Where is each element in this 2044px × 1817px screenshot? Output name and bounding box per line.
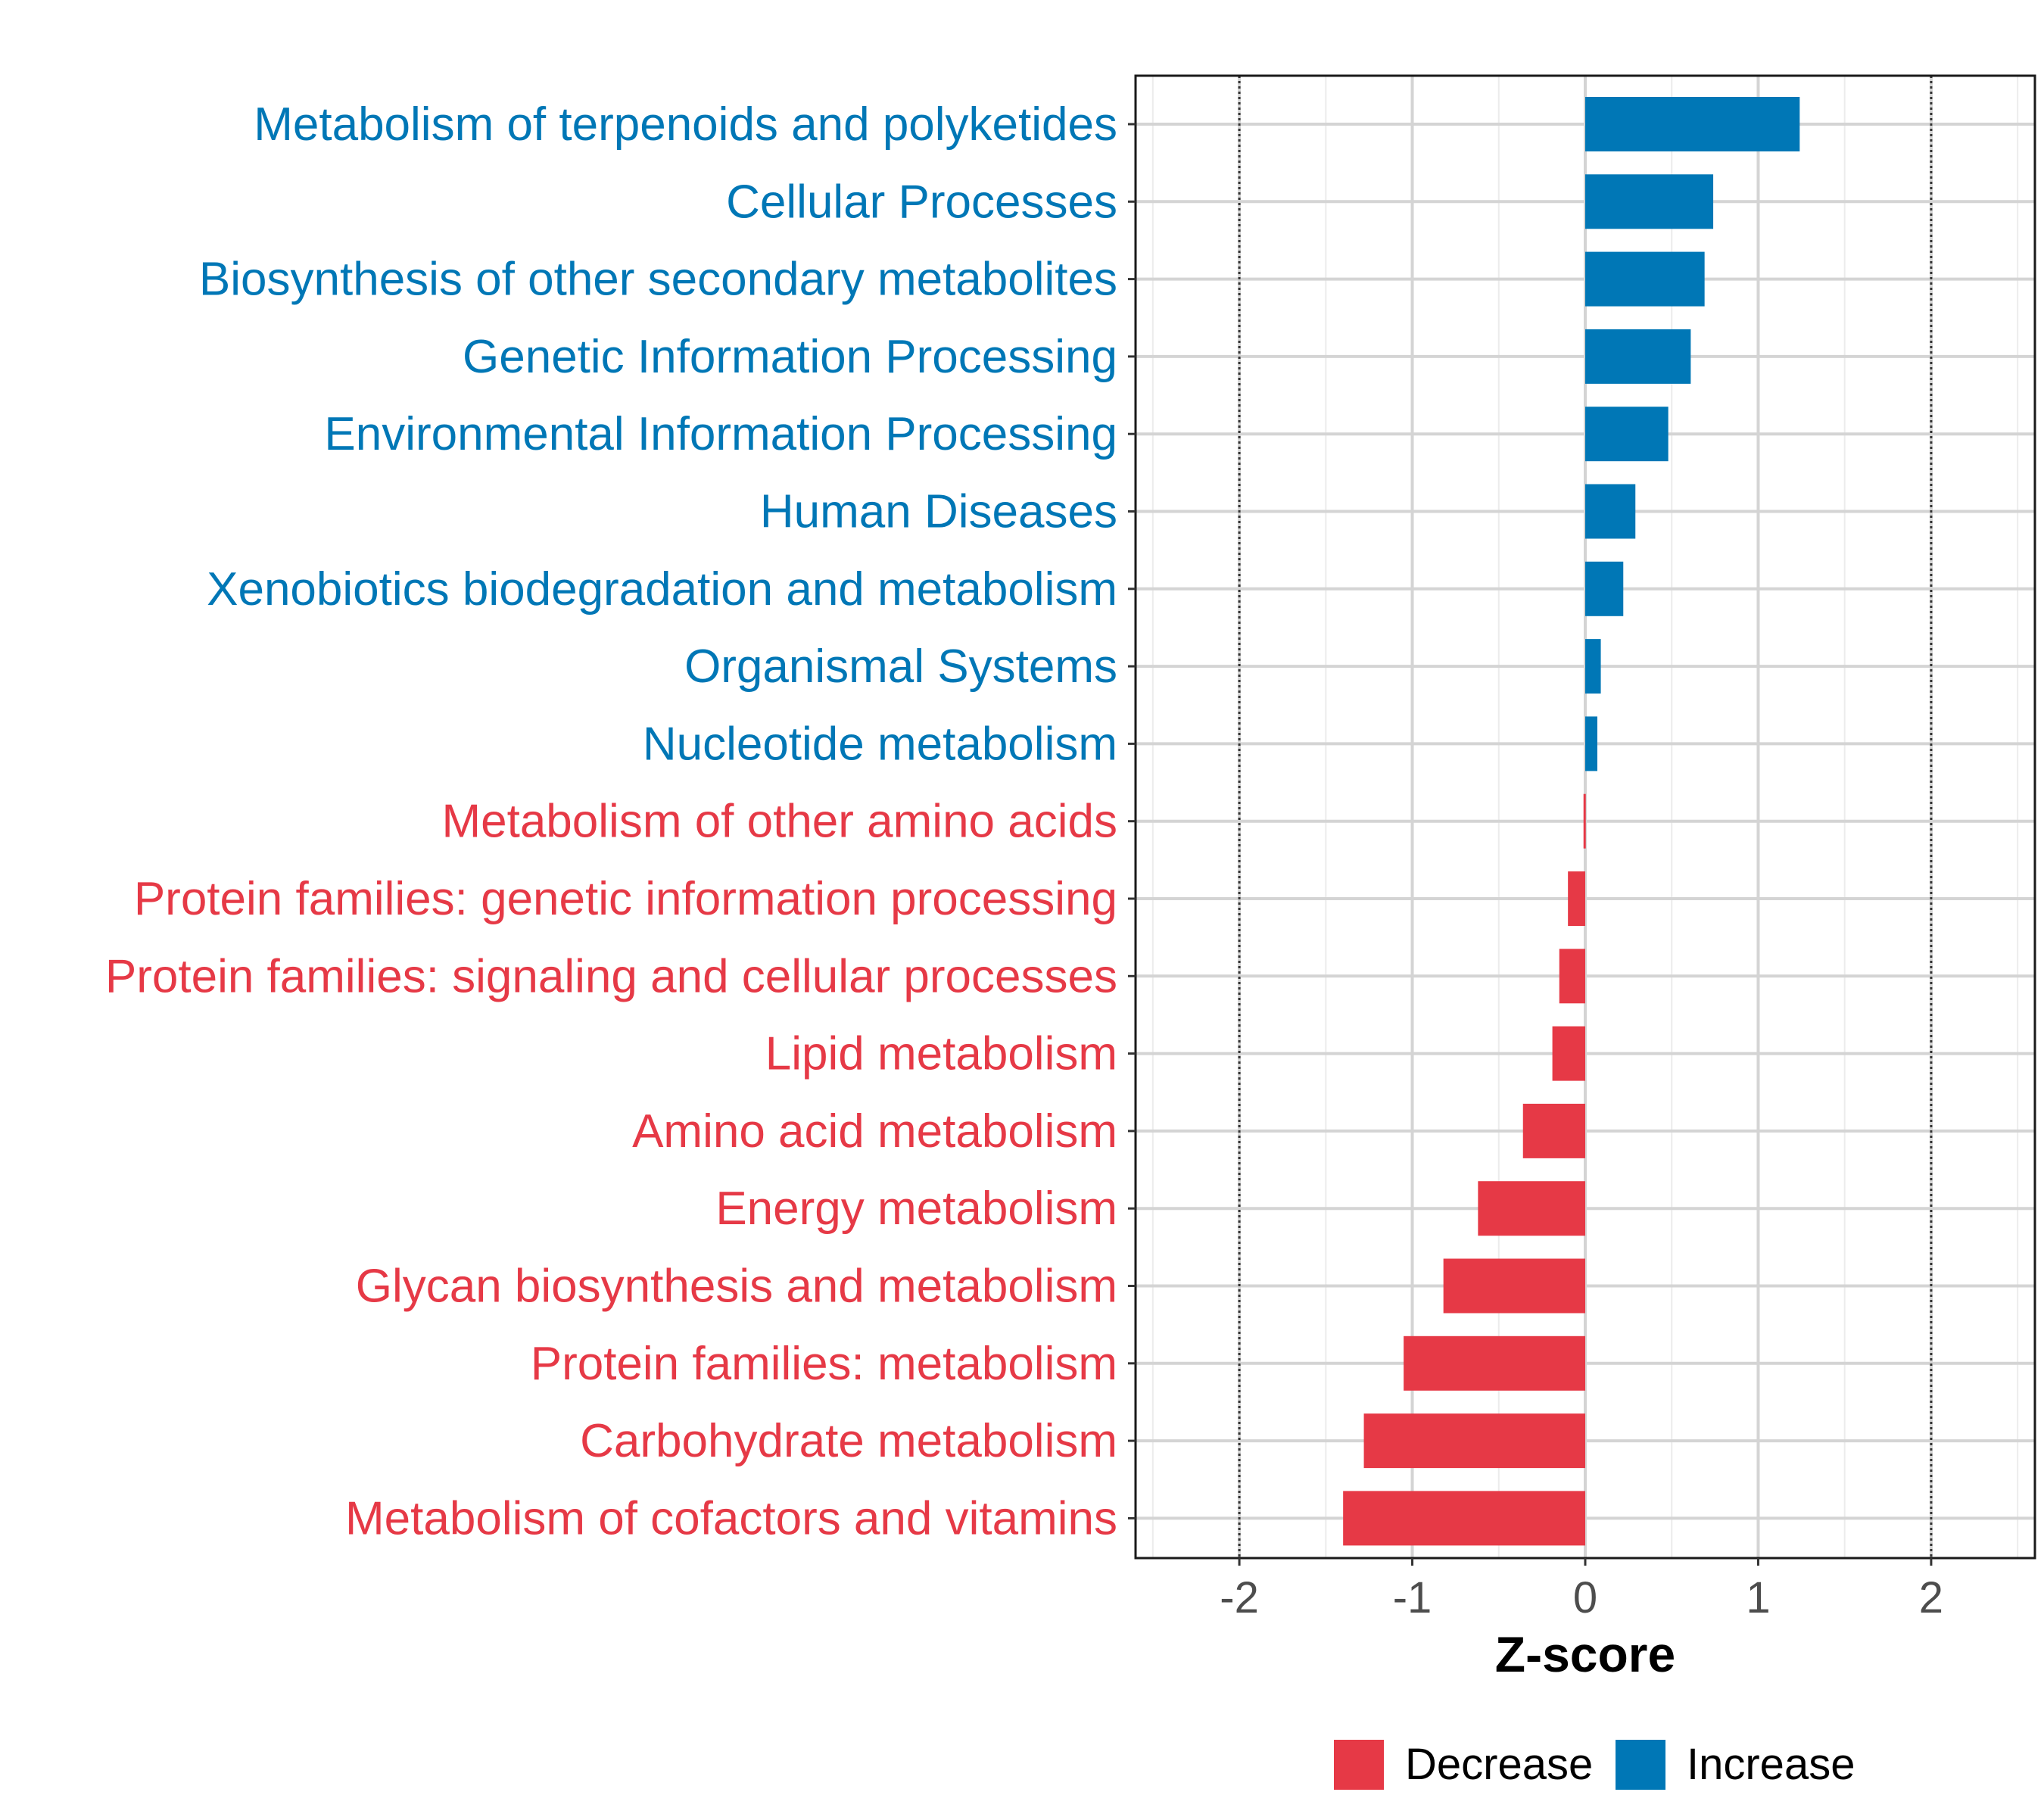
y-axis-ticks — [1128, 123, 1136, 1519]
bar — [1585, 174, 1714, 229]
y-axis-labels: Metabolism of terpenoids and polyketides… — [105, 98, 1117, 1544]
bar — [1522, 1103, 1585, 1158]
y-tick-label: Nucleotide metabolism — [643, 718, 1117, 770]
bar — [1568, 871, 1585, 926]
bar — [1343, 1491, 1585, 1546]
bar — [1443, 1258, 1585, 1314]
legend-label: Increase — [1687, 1740, 1855, 1789]
legend-swatch — [1616, 1740, 1665, 1790]
y-tick-label: Cellular Processes — [726, 176, 1117, 228]
y-tick-label: Genetic Information Processing — [463, 331, 1117, 383]
legend: Decrease Increase — [1334, 1740, 1855, 1790]
bar — [1404, 1335, 1585, 1391]
y-tick-label: Energy metabolism — [715, 1183, 1117, 1235]
bar — [1585, 407, 1669, 462]
y-tick-label: Protein families: metabolism — [531, 1338, 1117, 1390]
bar — [1583, 793, 1586, 849]
y-tick-label: Glycan biosynthesis and metabolism — [356, 1261, 1117, 1313]
bar — [1478, 1181, 1585, 1236]
y-tick-label: Carbohydrate metabolism — [580, 1415, 1117, 1467]
reference-lines — [1238, 76, 1933, 1558]
bar — [1585, 639, 1601, 694]
x-tick-label: -1 — [1393, 1573, 1432, 1622]
y-tick-label: Amino acid metabolism — [632, 1105, 1117, 1158]
x-axis-ticks — [1238, 1558, 1933, 1566]
x-axis-labels: -2 -1 0 1 2 — [1220, 1573, 1943, 1622]
y-tick-label: Organismal Systems — [684, 640, 1117, 693]
x-tick-label: 1 — [1746, 1573, 1770, 1622]
bar — [1559, 949, 1585, 1004]
y-tick-label: Protein families: genetic information pr… — [134, 873, 1117, 925]
legend-label: Decrease — [1405, 1740, 1593, 1789]
bars — [1343, 97, 1800, 1546]
bar — [1585, 251, 1705, 307]
x-tick-label: 0 — [1573, 1573, 1597, 1622]
bar — [1585, 716, 1597, 771]
y-tick-label: Biosynthesis of other secondary metaboli… — [199, 254, 1117, 306]
bar — [1585, 561, 1624, 616]
y-tick-label: Metabolism of other amino acids — [441, 796, 1117, 848]
y-tick-label: Protein families: signaling and cellular… — [105, 950, 1117, 1002]
bar — [1363, 1413, 1585, 1469]
bar — [1552, 1026, 1585, 1081]
x-tick-label: -2 — [1220, 1573, 1259, 1622]
x-tick-label: 2 — [1919, 1573, 1943, 1622]
legend-swatch — [1334, 1740, 1384, 1790]
y-tick-label: Metabolism of terpenoids and polyketides — [254, 98, 1117, 151]
x-axis-title: Z-score — [1495, 1626, 1675, 1682]
bar — [1585, 329, 1691, 384]
y-tick-label: Human Diseases — [760, 486, 1117, 538]
y-tick-label: Xenobiotics biodegradation and metabolis… — [207, 563, 1117, 616]
y-tick-label: Environmental Information Processing — [324, 408, 1117, 460]
bar — [1585, 484, 1636, 539]
y-tick-label: Lipid metabolism — [765, 1028, 1117, 1080]
y-tick-label: Metabolism of cofactors and vitamins — [345, 1492, 1117, 1544]
bar — [1585, 97, 1800, 151]
